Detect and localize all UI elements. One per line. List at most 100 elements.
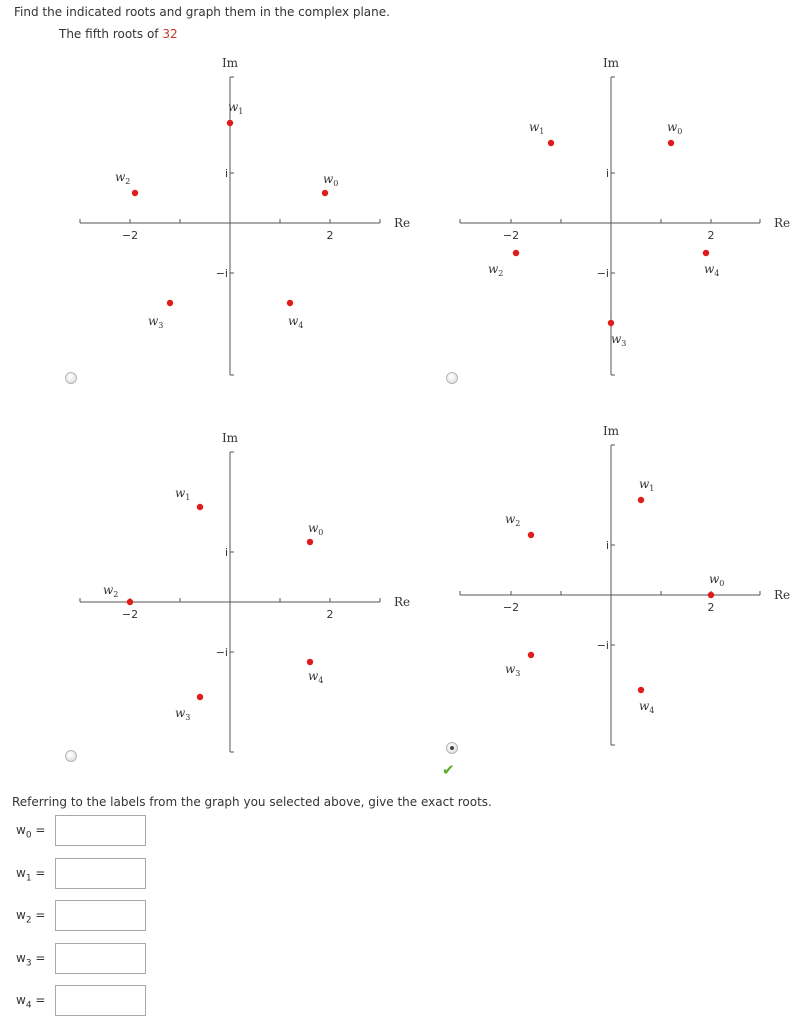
- answer-sub: 2: [25, 915, 32, 926]
- subtitle-prefix: The fifth roots of: [59, 27, 159, 41]
- answer-label-w4: w4 =: [16, 993, 45, 1010]
- root-label-w0: w0: [709, 572, 724, 588]
- root-point-w2: [512, 249, 520, 257]
- root-point-w3: [166, 299, 174, 307]
- answer-var: w: [16, 993, 26, 1007]
- root-point-w1: [637, 496, 645, 504]
- root-label-w4: w4: [308, 669, 323, 685]
- root-label-w0: w0: [667, 120, 682, 136]
- y-tick-label-i: i: [606, 167, 609, 180]
- root-label-w1: w1: [529, 120, 544, 136]
- answer-sub: 4: [25, 1000, 32, 1011]
- x-tick-label-neg2: −2: [503, 229, 519, 242]
- root-label-w4: w4: [639, 699, 654, 715]
- y-tick-label-neg-i: −i: [597, 639, 609, 652]
- y-tick-label-neg-i: −i: [597, 267, 609, 280]
- root-label-w2: w2: [505, 512, 520, 528]
- root-point-w2: [527, 531, 535, 539]
- graph-option-d: −2 2 i −i Re Im w0 w1 w2 w3 w4: [459, 424, 790, 746]
- x-tick-label-pos2: 2: [327, 229, 334, 242]
- answer-sub: 0: [25, 830, 32, 841]
- answer-input-w1[interactable]: [55, 857, 146, 889]
- root-label-w3: w3: [148, 314, 163, 330]
- answer-input-w2[interactable]: [55, 900, 146, 931]
- y-tick-label-i: i: [225, 546, 228, 559]
- answer-sub: 3: [25, 957, 32, 968]
- root-label-w3: w3: [505, 662, 520, 678]
- answer-var: w: [16, 823, 26, 837]
- answer-equals: =: [31, 950, 46, 965]
- graph-option-b: −2 2 i −i Re Im w0 w1 w2 w3 w4: [459, 56, 790, 376]
- re-axis-label: Re: [774, 588, 790, 602]
- root-point-w2: [131, 189, 139, 197]
- graph-option-c-radio[interactable]: [65, 750, 77, 762]
- graph-option-a-radio[interactable]: [65, 372, 77, 384]
- answer-input-w4[interactable]: [55, 985, 146, 1016]
- root-point-w0: [306, 538, 314, 546]
- graph-option-a: −2 2 i −i Re Im w0 w1 w2 w3 w4: [79, 56, 410, 376]
- answer-sub: 1: [25, 872, 32, 883]
- root-point-w0: [707, 591, 715, 599]
- root-point-w1: [196, 503, 204, 511]
- re-axis-label: Re: [774, 216, 790, 230]
- question-subtitle: The fifth roots of 32: [59, 27, 178, 41]
- root-label-w2: w2: [115, 170, 130, 186]
- root-point-w4: [286, 299, 294, 307]
- root-point-w0: [321, 189, 329, 197]
- x-tick-label-pos2: 2: [708, 601, 715, 614]
- x-tick-label-neg2: −2: [122, 608, 138, 621]
- root-point-w2: [126, 598, 134, 606]
- x-tick-label-pos2: 2: [708, 229, 715, 242]
- im-axis-label: Im: [603, 424, 620, 438]
- answer-var: w: [16, 950, 26, 965]
- graph-option-b-radio[interactable]: [446, 372, 458, 384]
- root-point-w1: [547, 139, 555, 147]
- y-tick-label-i: i: [606, 539, 609, 552]
- root-label-w1: w1: [228, 100, 243, 116]
- answer-input-w3[interactable]: [55, 942, 146, 974]
- answer-equals: =: [31, 823, 46, 837]
- root-point-w3: [196, 693, 204, 701]
- re-axis-label: Re: [394, 216, 410, 230]
- re-axis-label: Re: [394, 595, 410, 609]
- answer-label-w0: w0 =: [16, 823, 45, 840]
- root-label-w0: w0: [308, 521, 323, 537]
- question-prompt: Find the indicated roots and graph them …: [14, 5, 390, 19]
- root-point-w3: [527, 651, 535, 659]
- root-point-w0: [667, 139, 675, 147]
- root-label-w3: w3: [611, 332, 626, 348]
- im-axis-label: Im: [222, 431, 239, 445]
- x-tick-label-neg2: −2: [122, 229, 138, 242]
- root-point-w1: [226, 119, 234, 127]
- root-point-w4: [702, 249, 710, 257]
- graph-option-d-radio[interactable]: [446, 742, 458, 754]
- graph-option-c: −2 2 i −i Re Im w0 w1 w2 w3 w4: [79, 431, 410, 753]
- root-point-w4: [637, 686, 645, 694]
- answer-label-w1: w1 =: [16, 866, 45, 883]
- answer-label-w2: w2 =: [16, 908, 45, 925]
- answer-input-w0[interactable]: [55, 815, 146, 846]
- root-label-w2: w2: [103, 583, 118, 599]
- answer-label-w3: w3 =: [16, 951, 45, 968]
- root-point-w4: [306, 658, 314, 666]
- answer-var: w: [16, 865, 26, 880]
- root-label-w1: w1: [175, 486, 190, 502]
- answers-instruction: Referring to the labels from the graph y…: [12, 795, 492, 809]
- root-label-w4: w4: [288, 314, 303, 330]
- root-label-w1: w1: [639, 477, 654, 493]
- answer-equals: =: [31, 993, 46, 1007]
- x-tick-label-pos2: 2: [327, 608, 334, 621]
- im-axis-label: Im: [603, 56, 620, 70]
- subtitle-value: 32: [162, 27, 178, 41]
- y-tick-label-neg-i: −i: [216, 267, 228, 280]
- root-point-w3: [607, 319, 615, 327]
- root-label-w0: w0: [323, 172, 338, 188]
- y-tick-label-neg-i: −i: [216, 646, 228, 659]
- im-axis-label: Im: [222, 56, 239, 70]
- answer-equals: =: [31, 865, 46, 880]
- answer-var: w: [16, 908, 26, 922]
- x-tick-label-neg2: −2: [503, 601, 519, 614]
- root-label-w3: w3: [175, 706, 190, 722]
- correct-check-icon: ✔: [442, 761, 455, 779]
- root-label-w4: w4: [704, 262, 719, 278]
